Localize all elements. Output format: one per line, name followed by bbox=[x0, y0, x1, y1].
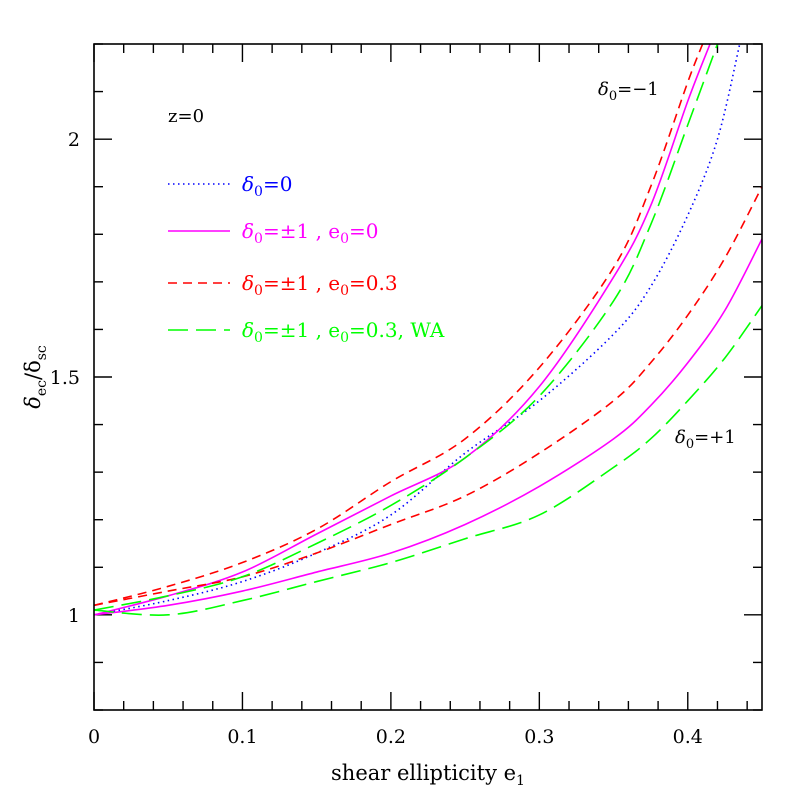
x-tick-label: 0.4 bbox=[673, 726, 703, 748]
curve-long-dash-6 bbox=[94, 305, 762, 616]
legend-label-solid: δ0=±1 , e0=0 bbox=[242, 219, 379, 247]
upper-annotation-main: δ bbox=[598, 79, 609, 100]
legend-short-dash-rest: =±1 , e bbox=[263, 271, 340, 295]
legend-solid-sub: 0 bbox=[254, 231, 263, 247]
y-tick-label: 1.5 bbox=[50, 367, 80, 389]
lower-annotation-value: =+1 bbox=[694, 427, 736, 448]
y-axis-label: δec/δsc bbox=[21, 345, 50, 409]
legend-item-long-dash: δ0=±1 , e0=0.3, WA bbox=[168, 318, 445, 346]
legend-long-dash-rest2: =0.3, WA bbox=[349, 318, 445, 342]
legend-label-dotted: δ0=0 bbox=[242, 172, 292, 200]
y-axis-label-sub1: ec bbox=[34, 380, 50, 396]
legend-item-dotted: δ0=0 bbox=[168, 172, 292, 200]
y-tick-label: 2 bbox=[68, 129, 80, 151]
y-axis-label-sep: /δ bbox=[21, 360, 45, 380]
redshift-annotation: z=0 bbox=[168, 106, 204, 127]
upper-annotation-sub: 0 bbox=[609, 89, 617, 104]
curve-short-dash-4 bbox=[94, 186, 762, 607]
lower-annotation-main: δ bbox=[675, 427, 686, 448]
y-axis-label-sub2: sc bbox=[34, 345, 50, 360]
plot-frame bbox=[93, 43, 763, 711]
legend-short-dash-sub: 0 bbox=[254, 283, 263, 299]
lower-annotation-sub: 0 bbox=[686, 437, 694, 452]
x-tick-label: 0.1 bbox=[227, 726, 257, 748]
legend-dotted-rest: =0 bbox=[263, 172, 292, 196]
legend-solid-sub2: 0 bbox=[340, 231, 349, 247]
legend-solid-rest2: =0 bbox=[349, 219, 378, 243]
curve-long-dash-5 bbox=[94, 44, 719, 611]
upper-annotation-value: =−1 bbox=[617, 79, 659, 100]
legend-short-dash-sub2: 0 bbox=[340, 283, 349, 299]
x-tick-label: 0.2 bbox=[376, 726, 406, 748]
legend-dotted-main: δ bbox=[242, 172, 254, 196]
legend-long-dash-rest: =±1 , e bbox=[263, 318, 340, 342]
y-axis-label-main: δ bbox=[21, 396, 45, 409]
legend-dotted-sub: 0 bbox=[254, 184, 263, 200]
legend-item-short-dash: δ0=±1 , e0=0.3 bbox=[168, 271, 398, 299]
x-axis-label-main: shear ellipticity e bbox=[331, 761, 516, 785]
legend-short-dash-rest2: =0.3 bbox=[349, 271, 398, 295]
curve-solid-2 bbox=[94, 238, 762, 616]
tick-labels: 0 0.1 0.2 0.3 0.4 1 1.5 2 bbox=[50, 129, 703, 748]
y-tick-label: 1 bbox=[68, 605, 80, 627]
legend-long-dash-sub2: 0 bbox=[340, 330, 349, 346]
data-curves bbox=[94, 44, 762, 616]
legend-item-solid: δ0=±1 , e0=0 bbox=[168, 219, 379, 247]
x-axis-label-sub: 1 bbox=[516, 773, 525, 789]
lower-branch-annotation: δ0=+1 bbox=[675, 427, 736, 452]
x-axis-label: shear ellipticity e1 bbox=[331, 761, 525, 789]
legend: δ0=0 δ0=±1 , e0=0 δ0=±1 , e0=0.3 δ0=±1 ,… bbox=[168, 172, 445, 346]
legend-short-dash-main: δ bbox=[242, 271, 254, 295]
x-tick-label: 0 bbox=[88, 726, 100, 748]
legend-solid-rest: =±1 , e bbox=[263, 219, 340, 243]
legend-solid-main: δ bbox=[242, 219, 254, 243]
upper-branch-annotation: δ0=−1 bbox=[598, 79, 659, 104]
legend-label-short-dash: δ0=±1 , e0=0.3 bbox=[242, 271, 398, 299]
x-tick-label: 0.3 bbox=[524, 726, 554, 748]
legend-label-long-dash: δ0=±1 , e0=0.3, WA bbox=[242, 318, 445, 346]
legend-long-dash-sub: 0 bbox=[254, 330, 263, 346]
legend-long-dash-main: δ bbox=[242, 318, 254, 342]
